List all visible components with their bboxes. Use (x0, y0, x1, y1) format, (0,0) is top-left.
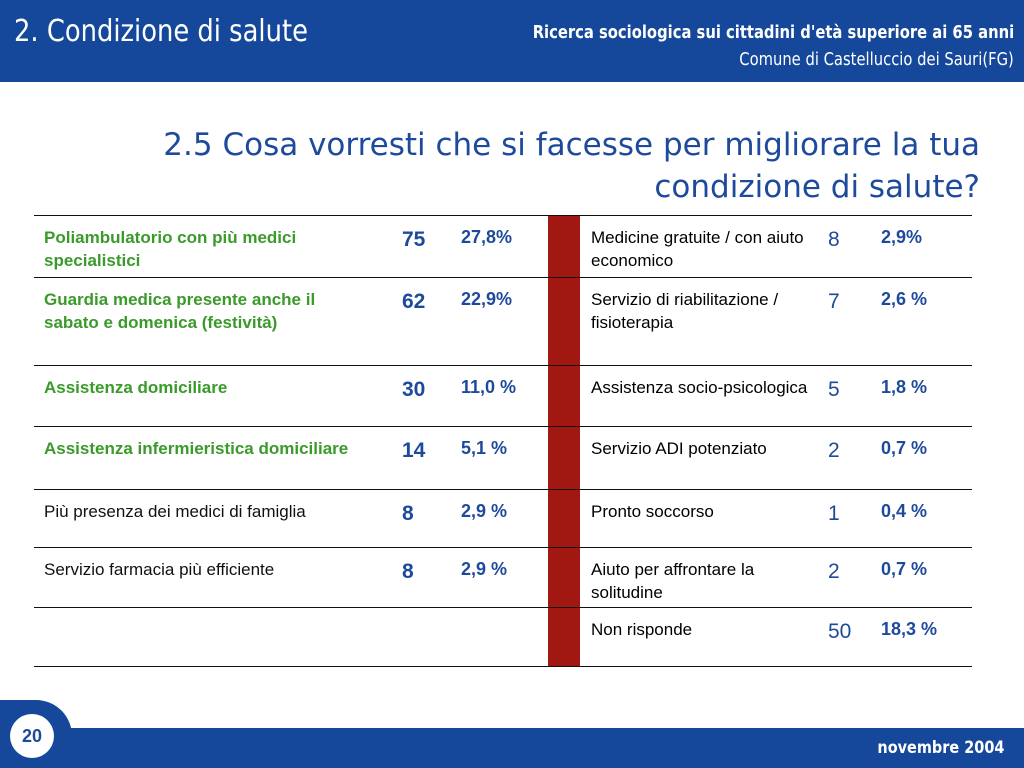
left-percent: 11,0 % (461, 377, 517, 397)
header-municipality: Comune di Castelluccio dei Sauri(FG) (739, 49, 1014, 70)
right-label: Non risponde (591, 620, 693, 639)
table-row: Più presenza dei medici di famiglia 8 2,… (34, 489, 972, 547)
table-row: Servizio farmacia più efficiente 8 2,9 %… (34, 547, 972, 607)
table-divider (548, 215, 580, 666)
table-row: Non risponde 50 18,3 % (34, 607, 972, 667)
right-count: 2 (828, 560, 840, 583)
section-title: 2. Condizione di salute (14, 14, 308, 49)
right-label: Pronto soccorso (591, 502, 714, 521)
left-count: 75 (402, 228, 426, 251)
table-row: Assistenza infermieristica domiciliare 1… (34, 426, 972, 489)
right-percent: 1,8 % (881, 377, 928, 397)
header-bar: 2. Condizione di salute Ricerca sociolog… (0, 0, 1024, 82)
left-label: Poliambulatorio con più medici specialis… (44, 228, 297, 270)
left-count: 14 (402, 439, 426, 462)
right-label: Servizio ADI potenziato (591, 439, 767, 458)
left-label: Guardia medica presente anche il sabato … (44, 290, 316, 332)
right-count: 50 (828, 620, 852, 643)
right-count: 8 (828, 228, 840, 251)
left-percent: 27,8% (461, 227, 513, 247)
right-label: Aiuto per affrontare la solitudine (591, 560, 755, 602)
right-percent: 0,4 % (881, 501, 928, 521)
right-percent: 0,7 % (881, 438, 928, 458)
page-title: 2.5 Cosa vorresti che si facesse per mig… (163, 127, 980, 205)
footer-date: novembre 2004 (876, 738, 1004, 758)
footer-bar: novembre 2004 (0, 728, 1024, 768)
left-label: Assistenza infermieristica domiciliare (44, 439, 349, 458)
table-row: Poliambulatorio con più medici specialis… (34, 215, 972, 277)
right-count: 7 (828, 290, 840, 313)
left-label: Servizio farmacia più efficiente (44, 560, 275, 579)
left-count: 62 (402, 290, 426, 313)
right-label: Assistenza socio-psicologica (591, 378, 808, 397)
right-label: Medicine gratuite / con aiuto economico (591, 228, 804, 270)
right-percent: 0,7 % (881, 559, 928, 579)
right-count: 1 (828, 502, 840, 525)
page-number: 20 (21, 726, 43, 746)
left-count: 30 (402, 378, 426, 401)
right-percent: 2,6 % (881, 289, 928, 309)
right-count: 5 (828, 378, 840, 401)
left-count: 8 (402, 560, 414, 583)
left-percent: 2,9 % (461, 559, 508, 579)
right-label: Servizio di riabilitazione / fisioterapi… (591, 290, 779, 332)
table-row: Guardia medica presente anche il sabato … (34, 277, 972, 365)
right-percent: 18,3 % (881, 619, 938, 639)
left-percent: 22,9% (461, 289, 513, 309)
left-label: Assistenza domiciliare (44, 378, 228, 397)
right-percent: 2,9% (881, 227, 923, 247)
table-row: Assistenza domiciliare 30 11,0 % Assiste… (34, 365, 972, 426)
left-count: 8 (402, 502, 414, 525)
left-percent: 2,9 % (461, 501, 508, 521)
left-label: Più presenza dei medici di famiglia (44, 502, 306, 521)
right-count: 2 (828, 439, 840, 462)
left-percent: 5,1 % (461, 438, 508, 458)
header-subtitle: Ricerca sociologica sui cittadini d'età … (532, 22, 1014, 43)
page-number-circle (10, 714, 54, 758)
